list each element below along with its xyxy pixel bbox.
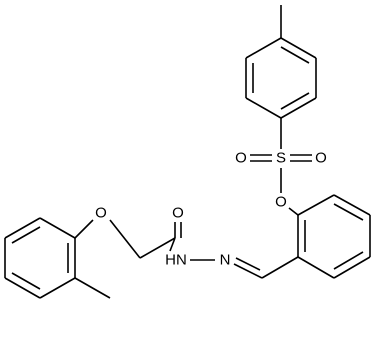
atom-label: O (275, 194, 287, 211)
atom-label: N (220, 252, 231, 269)
atom-label: O (315, 150, 327, 167)
atom-labels: O S O O O HN N O (95, 150, 327, 269)
atom-label: O (235, 150, 247, 167)
atom-label: O (95, 205, 107, 222)
atom-label: S (276, 150, 286, 167)
atom-label: HN (165, 252, 187, 269)
atom-label: O (172, 205, 184, 222)
bonds (4, 5, 371, 299)
